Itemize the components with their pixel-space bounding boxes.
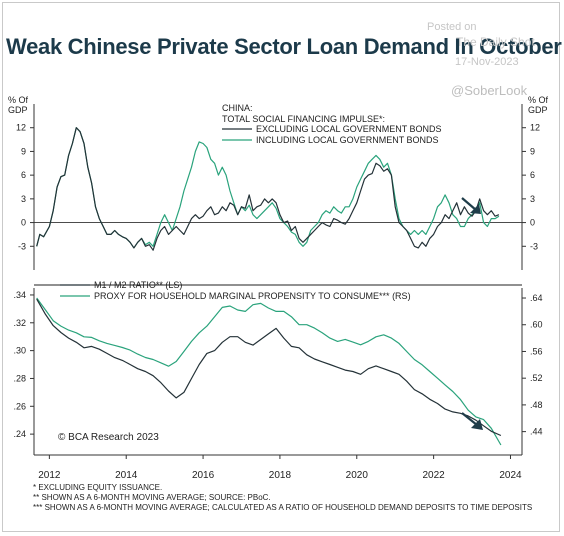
top-right-tick-label: 3	[530, 194, 535, 204]
x-tick-label: 2012	[38, 470, 61, 481]
chart-frame	[2, 2, 560, 532]
watermark-date: 17-Nov-2023	[455, 56, 519, 68]
top-right-tick-label: 6	[530, 170, 535, 180]
top-right-tick-label: 9	[530, 146, 535, 156]
bottom-right-tick-label: .52	[530, 373, 543, 383]
top-arrow-shaft	[461, 197, 477, 211]
bottom-right-tick-label: .48	[530, 400, 543, 410]
top-left-unit-line2: GDP	[8, 105, 28, 115]
footnote-2: ** SHOWN AS A 6-MONTH MOVING AVERAGE; SO…	[33, 493, 271, 502]
x-tick-label: 2020	[346, 470, 369, 481]
bottom-legend-label: PROXY FOR HOUSEHOLD MARGINAL PROPENSITY …	[94, 291, 411, 301]
top-arrow-head	[470, 204, 481, 214]
top-right-unit-line1: % Of	[528, 95, 549, 105]
bottom-left-tick-label: .32	[13, 318, 26, 328]
top-left-tick-label: 0	[21, 218, 26, 228]
top-right-unit-line2: GDP	[528, 105, 548, 115]
top-legend-subtitle: TOTAL SOCIAL FINANCING IMPULSE*:	[222, 114, 385, 124]
top-left-tick-label: -3	[18, 241, 26, 251]
x-tick-label: 2024	[499, 470, 522, 481]
bottom-left-tick-label: .24	[13, 429, 26, 439]
x-tick-label: 2018	[269, 470, 292, 481]
top-legend-title: CHINA:	[222, 103, 253, 113]
top-left-tick-label: 12	[16, 123, 26, 133]
bottom-series-line	[36, 297, 502, 446]
watermark-site: The Daily Shot	[456, 35, 535, 49]
top-series-line	[36, 127, 500, 249]
source-credit: © BCA Research 2023	[58, 432, 159, 443]
top-left-unit-line1: % Of	[8, 95, 29, 105]
bottom-arrow-shaft	[461, 412, 478, 426]
bottom-left-tick-label: .26	[13, 401, 26, 411]
top-left-tick-label: 3	[21, 194, 26, 204]
bottom-arrow-head	[471, 419, 483, 430]
bottom-series-line	[36, 298, 502, 437]
top-series-line	[36, 127, 500, 251]
top-right-tick-label: 12	[530, 123, 540, 133]
top-left-tick-label: 6	[21, 170, 26, 180]
bottom-right-tick-label: .60	[530, 320, 543, 330]
x-tick-label: 2014	[115, 470, 138, 481]
footnote-3: *** SHOWN AS A 6-MONTH MOVING AVERAGE; C…	[33, 503, 533, 512]
bottom-right-tick-label: .44	[530, 427, 543, 437]
top-right-tick-label: -3	[530, 241, 538, 251]
footnote-1: * EXCLUDING EQUITY ISSUANCE.	[33, 483, 163, 492]
top-right-tick-label: 0	[530, 218, 535, 228]
bottom-right-tick-label: .56	[530, 346, 543, 356]
top-left-tick-label: 9	[21, 146, 26, 156]
top-legend-label: INCLUDING LOCAL GOVERNMENT BONDS	[256, 135, 439, 145]
watermark-posted-on: Posted on	[427, 21, 477, 33]
x-tick-label: 2022	[422, 470, 445, 481]
top-legend-label: EXCLUDING LOCAL GOVERNMENT BONDS	[256, 124, 442, 134]
bottom-left-tick-label: .34	[13, 290, 26, 300]
bottom-right-tick-label: .64	[530, 293, 543, 303]
bottom-legend-label: M1 / M2 RATIO** (LS)	[94, 280, 182, 290]
bottom-left-tick-label: .28	[13, 373, 26, 383]
chart-title: Weak Chinese Private Sector Loan Demand …	[6, 34, 562, 59]
bottom-left-tick-label: .30	[13, 346, 26, 356]
watermark-handle: @SoberLook	[451, 83, 528, 98]
x-tick-label: 2016	[192, 470, 215, 481]
